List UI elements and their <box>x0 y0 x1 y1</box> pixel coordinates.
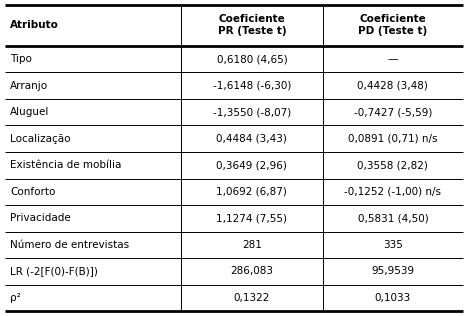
Text: Número de entrevistas: Número de entrevistas <box>10 240 130 250</box>
Text: 0,3558 (2,82): 0,3558 (2,82) <box>358 160 428 170</box>
Text: Localização: Localização <box>10 134 71 144</box>
Text: 0,6180 (4,65): 0,6180 (4,65) <box>217 54 287 64</box>
Text: 95,9539: 95,9539 <box>371 266 415 276</box>
Text: 286,083: 286,083 <box>230 266 273 276</box>
Text: 0,4428 (3,48): 0,4428 (3,48) <box>358 81 428 91</box>
Text: —: — <box>388 54 398 64</box>
Text: Conforto: Conforto <box>10 187 56 197</box>
Text: 0,4484 (3,43): 0,4484 (3,43) <box>216 134 287 144</box>
Text: -1,6148 (-6,30): -1,6148 (-6,30) <box>212 81 291 91</box>
Text: 0,1322: 0,1322 <box>234 293 270 303</box>
Text: Aluguel: Aluguel <box>10 107 50 117</box>
Text: 0,5831 (4,50): 0,5831 (4,50) <box>358 213 428 223</box>
Text: Coeficiente
PD (Teste t): Coeficiente PD (Teste t) <box>358 15 428 36</box>
Text: Tipo: Tipo <box>10 54 32 64</box>
Text: Arranjo: Arranjo <box>10 81 48 91</box>
Text: 0,0891 (0,71) n/s: 0,0891 (0,71) n/s <box>348 134 438 144</box>
Text: Existência de mobília: Existência de mobília <box>10 160 122 170</box>
Text: ρ²: ρ² <box>10 293 21 303</box>
Text: 281: 281 <box>242 240 262 250</box>
Text: -0,7427 (-5,59): -0,7427 (-5,59) <box>354 107 432 117</box>
Text: 1,1274 (7,55): 1,1274 (7,55) <box>216 213 287 223</box>
Text: 1,0692 (6,87): 1,0692 (6,87) <box>216 187 287 197</box>
Text: -0,1252 (-1,00) n/s: -0,1252 (-1,00) n/s <box>344 187 441 197</box>
Text: Privacidade: Privacidade <box>10 213 71 223</box>
Text: 335: 335 <box>383 240 403 250</box>
Text: 0,1033: 0,1033 <box>375 293 411 303</box>
Text: -1,3550 (-8,07): -1,3550 (-8,07) <box>213 107 291 117</box>
Text: 0,3649 (2,96): 0,3649 (2,96) <box>216 160 287 170</box>
Text: Atributo: Atributo <box>10 20 59 30</box>
Text: Coeficiente
PR (Teste t): Coeficiente PR (Teste t) <box>218 15 286 36</box>
Text: LR (-2[F(0)-F(B)]): LR (-2[F(0)-F(B)]) <box>10 266 98 276</box>
